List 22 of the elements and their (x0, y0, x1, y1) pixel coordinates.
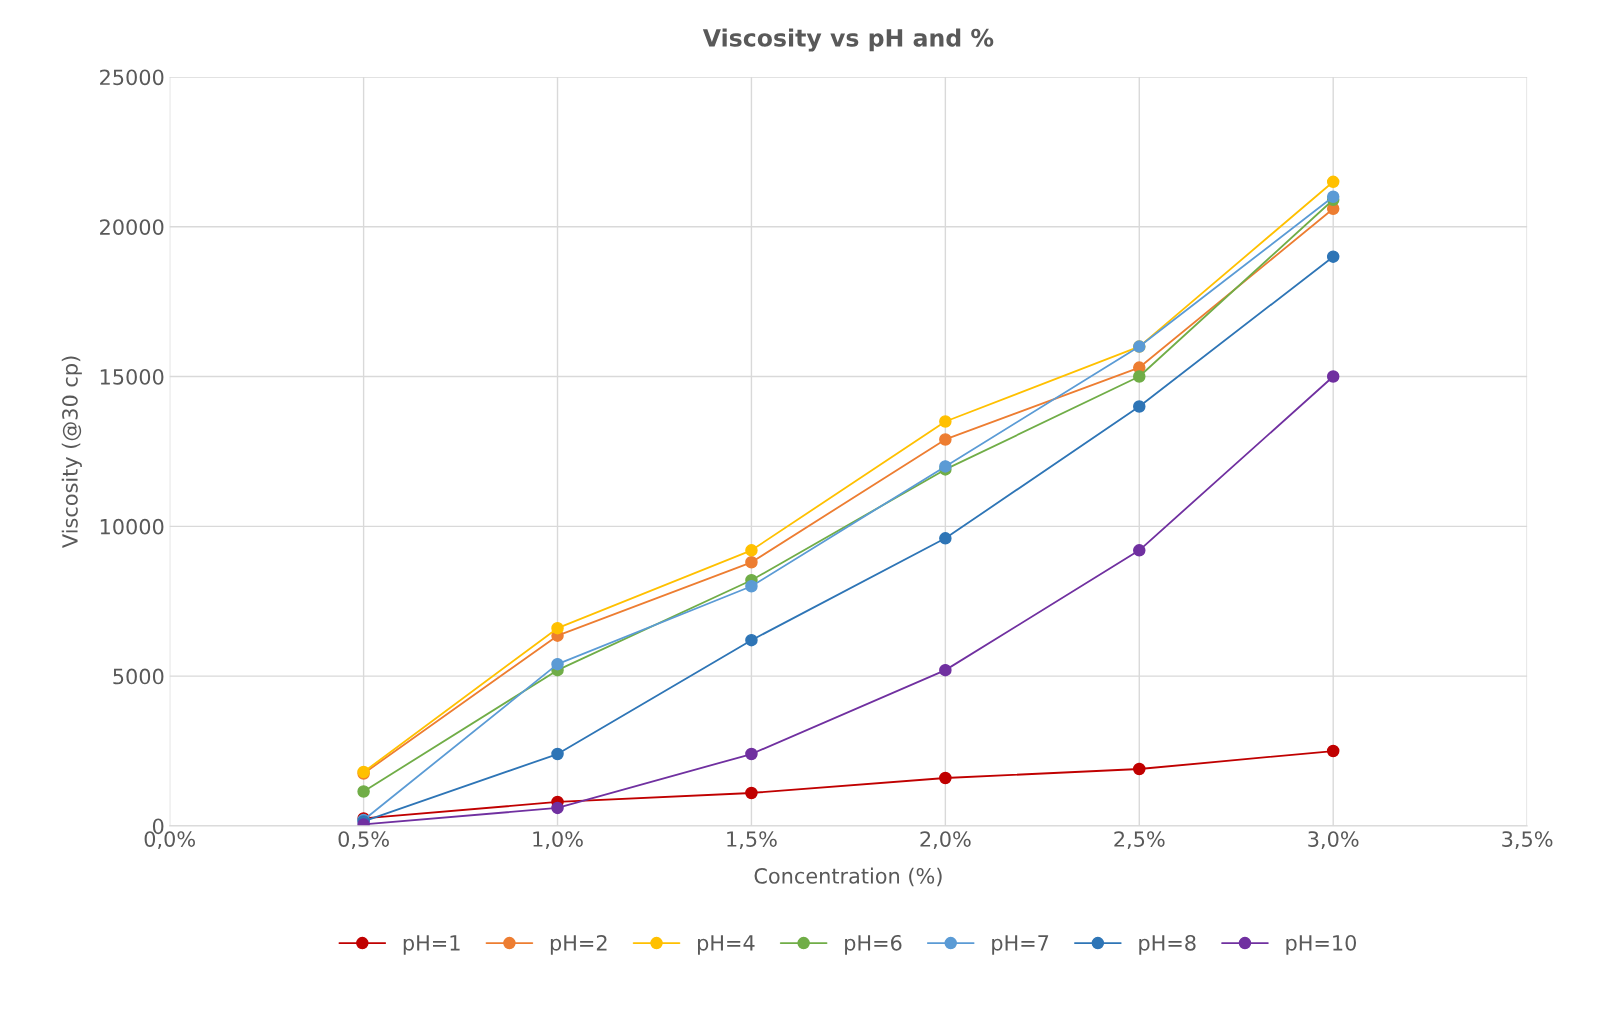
legend-label: pH=4 (698, 935, 755, 955)
x-tick-label: 3,5% (1502, 831, 1553, 850)
y-axis-title: Viscosity (@30 cp) (61, 356, 82, 548)
x-tick-label: 3,0% (1308, 831, 1359, 850)
y-tick-label: 15000 (100, 368, 164, 385)
legend-label: pH=8 (1139, 934, 1196, 955)
legend-label: pH=10 (1286, 934, 1357, 955)
chart-title: Viscosity vs pH and % (702, 28, 994, 52)
x-tick-label: 2,0% (920, 831, 971, 850)
x-tick-label: 2,5% (1114, 831, 1165, 850)
x-tick-label: 1,5% (727, 831, 777, 850)
legend-label: pH=1 (403, 935, 460, 955)
legend-label: pH=2 (550, 934, 607, 955)
x-axis-title: Concentration (%) (754, 867, 942, 887)
y-tick-label: 20000 (100, 219, 164, 235)
y-tick-label: 10000 (100, 518, 164, 535)
x-tick-label: 1,0% (533, 831, 583, 850)
x-tick-label: 0,5% (338, 831, 389, 850)
legend-label: pH=7 (992, 935, 1049, 955)
legend-label: pH=6 (845, 934, 902, 955)
y-tick-label: 25000 (100, 69, 164, 86)
y-tick-label: 5000 (113, 668, 164, 685)
